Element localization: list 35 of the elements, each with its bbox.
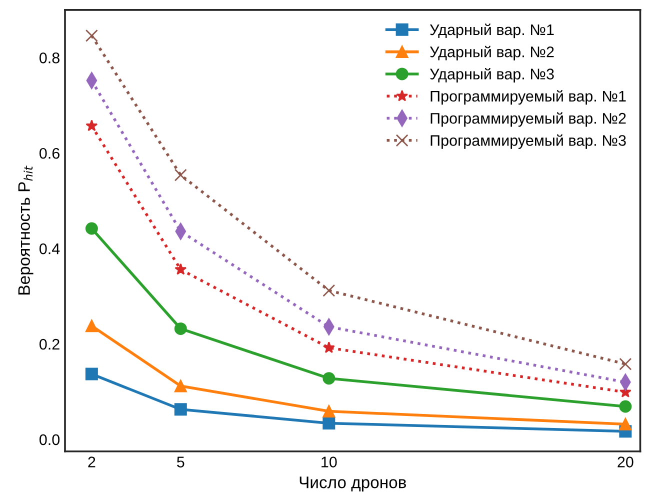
point [322,416,336,430]
x-tick-label: 5 [177,456,184,468]
point [322,405,336,418]
legend-label: Ударный вар. №1 [430,24,554,38]
point [174,380,187,392]
point [619,358,632,370]
point [85,368,98,380]
point [174,322,187,335]
x-tick-label: 20 [618,456,634,468]
legend-label: Ударный вар. №2 [430,46,554,60]
point [85,222,98,235]
point [174,263,187,275]
y-tick-label: 0.2 [40,338,60,350]
legend-label: Программируемый вар. №2 [430,112,626,127]
point [86,120,98,132]
point [322,284,336,297]
y-tick-label: 0.4 [40,243,60,254]
y-tick-label: 0.0 [40,434,60,446]
point [322,342,335,353]
point [174,403,187,416]
point [619,418,632,430]
point [619,400,632,413]
point [322,372,336,385]
point [174,168,187,182]
x-tick-label: 10 [322,456,337,468]
x-tick-label: 2 [88,456,96,468]
y-tick-label: 0.8 [40,52,60,64]
legend-label: Ударный вар. №3 [430,68,554,82]
legend-label: Программируемый вар. №1 [430,90,626,105]
y-axis-title: Вероятность P$_{hit}$ [18,166,34,294]
point [85,320,98,332]
x-axis-title: Число дронов [300,476,406,492]
y-tick-label: 0.6 [40,148,60,159]
point [85,29,98,42]
legend-label: Программируемый вар. №3 [430,134,626,149]
